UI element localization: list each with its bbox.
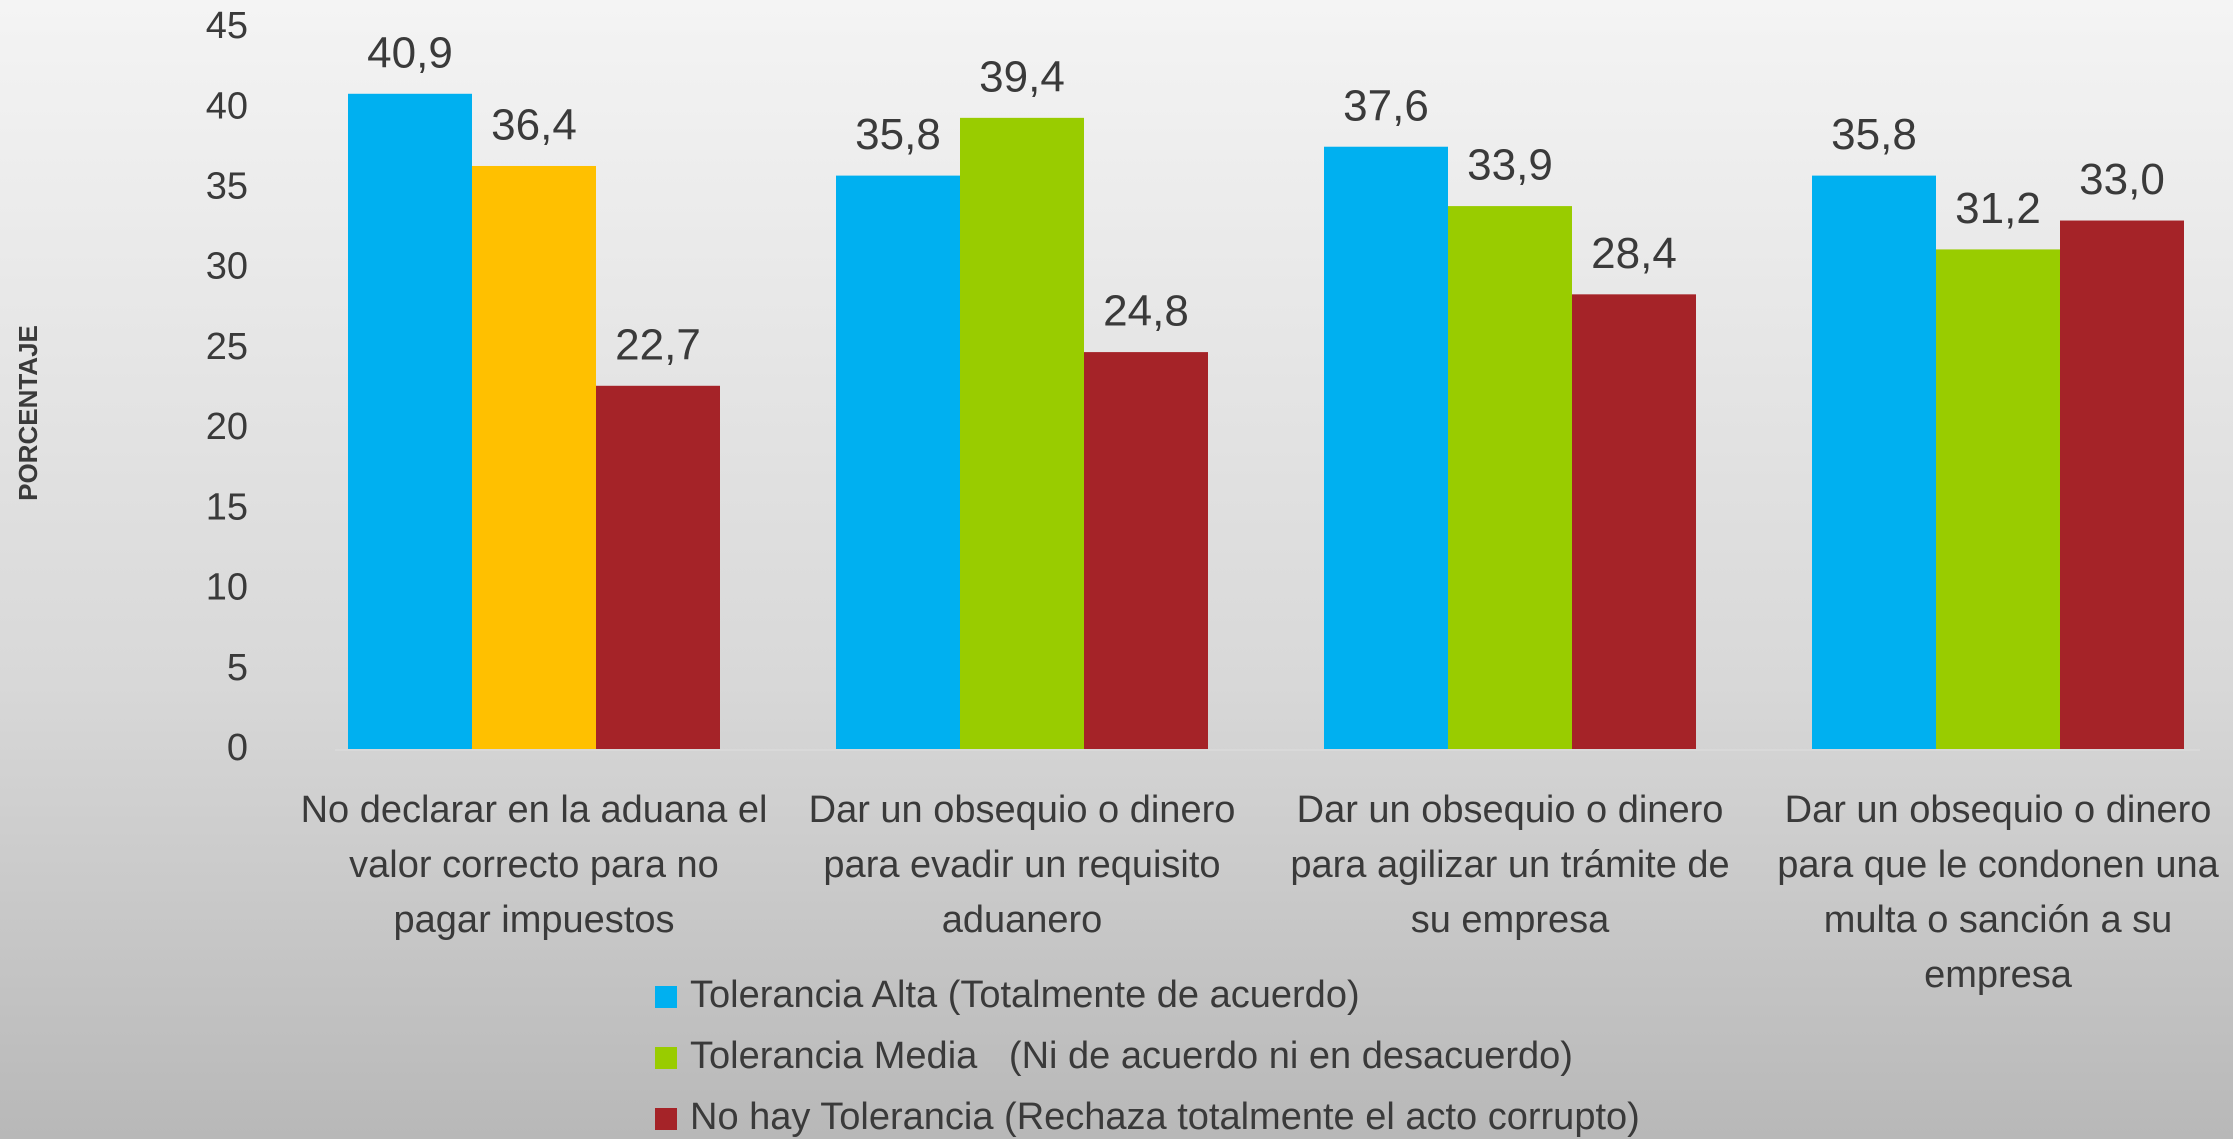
bar [1936, 249, 2060, 750]
y-tick-label: 15 [206, 486, 248, 528]
bar [1448, 206, 1572, 750]
bar [472, 166, 596, 750]
y-tick-label: 5 [227, 647, 248, 689]
value-label: 35,8 [1831, 110, 1917, 159]
value-label: 39,4 [979, 52, 1065, 101]
x-tick-label: multa o sanción a su [1824, 899, 2173, 941]
value-label: 31,2 [1955, 184, 2041, 233]
bar [836, 176, 960, 750]
y-tick-label: 40 [206, 85, 248, 127]
x-tick-label: su empresa [1411, 899, 1610, 941]
bar [1324, 147, 1448, 750]
value-label: 22,7 [615, 320, 701, 369]
x-tick-label: valor correcto para no [349, 844, 719, 886]
y-tick-label: 25 [206, 326, 248, 368]
x-tick-label: para que le condonen una [1777, 844, 2219, 886]
legend-swatch [655, 1047, 677, 1069]
value-label: 28,4 [1591, 229, 1677, 278]
y-tick-label: 45 [206, 5, 248, 47]
y-axis-label: PORCENTAJE [13, 325, 43, 501]
y-tick-label: 10 [206, 567, 248, 609]
y-tick-label: 0 [227, 727, 248, 769]
x-tick-label: Dar un obsequio o dinero [809, 789, 1236, 831]
legend-label: Tolerancia Alta (Totalmente de acuerdo) [690, 974, 1360, 1016]
x-tick-label: Dar un obsequio o dinero [1297, 789, 1724, 831]
x-tick-label: empresa [1924, 954, 2073, 996]
x-tick-label: para evadir un requisito [823, 844, 1220, 886]
x-tick-label: Dar un obsequio o dinero [1785, 789, 2212, 831]
value-label: 33,0 [2079, 155, 2165, 204]
x-tick-label: No declarar en la aduana el [301, 789, 768, 831]
bar [1084, 352, 1208, 750]
y-tick-label: 20 [206, 406, 248, 448]
bar [960, 118, 1084, 750]
legend-swatch [655, 1108, 677, 1130]
legend-label: Tolerancia Media (Ni de acuerdo ni en de… [690, 1035, 1573, 1077]
legend-swatch [655, 986, 677, 1008]
y-tick-label: 35 [206, 165, 248, 207]
legend-label: No hay Tolerancia (Rechaza totalmente el… [690, 1096, 1640, 1138]
bar [1812, 176, 1936, 750]
value-label: 35,8 [855, 110, 941, 159]
bar [2060, 221, 2184, 750]
value-label: 36,4 [491, 101, 577, 150]
x-tick-label: pagar impuestos [394, 899, 675, 941]
x-tick-label: aduanero [942, 899, 1103, 941]
value-label: 24,8 [1103, 287, 1189, 336]
value-label: 40,9 [367, 28, 453, 77]
chart: PORCENTAJE 0 5 10 15 20 25 30 35 40 45 40,9 36,4 22,… [0, 0, 2233, 1139]
x-tick-label: para agilizar un trámite de [1290, 844, 1729, 886]
bar [596, 386, 720, 750]
bar [1572, 294, 1696, 750]
value-label: 37,6 [1343, 81, 1429, 130]
value-label: 33,9 [1467, 141, 1553, 190]
bar [348, 94, 472, 750]
y-tick-label: 30 [206, 246, 248, 288]
